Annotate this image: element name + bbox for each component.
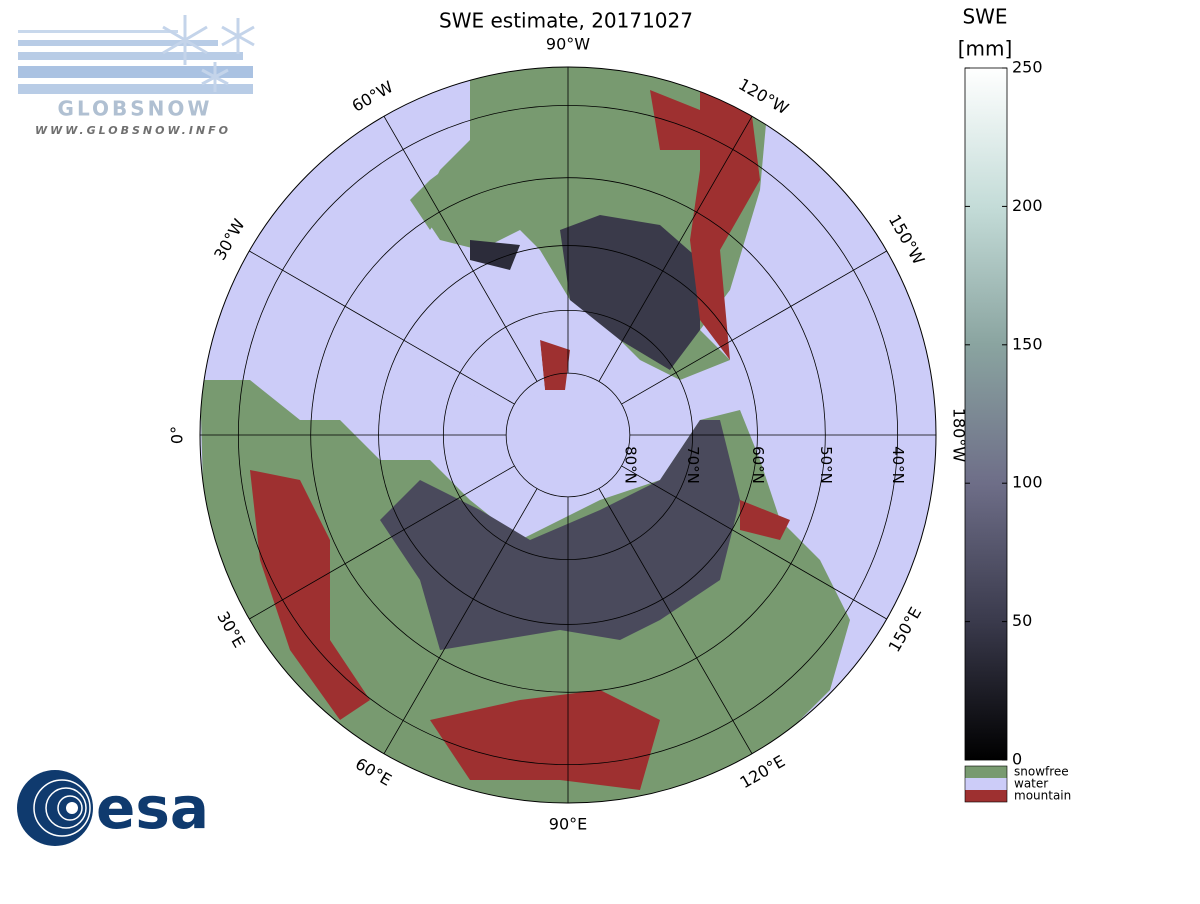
mountain — [250, 470, 370, 720]
globsnow-text: GLOBSNOW — [58, 97, 213, 121]
colorbar-tick-label: 250 — [1012, 58, 1043, 77]
longitude-label: 90°W — [546, 35, 590, 54]
globsnow-url: WWW.GLOBSNOW.INFO — [35, 124, 231, 137]
legend-swatch — [965, 790, 1007, 802]
mountain — [740, 500, 790, 540]
longitude-label: 30°E — [213, 608, 249, 651]
latitude-label: 50°N — [817, 446, 835, 484]
legend-label: mountain — [1014, 789, 1071, 803]
meridian — [249, 250, 515, 405]
longitude-label: 60°E — [352, 754, 395, 790]
globsnow-logo: GLOBSNOW WWW.GLOBSNOW.INFO — [18, 15, 255, 137]
mountain — [650, 90, 700, 150]
colorbar-tick-label: 200 — [1012, 196, 1043, 215]
snow-cover — [380, 420, 740, 650]
colorbar-unit: [mm] — [958, 37, 1013, 61]
title: SWE estimate, 20171027 — [439, 9, 693, 33]
colorbar-tick-label: 150 — [1012, 334, 1043, 353]
meridian — [249, 465, 515, 620]
colorbar-label: SWE — [962, 5, 1007, 29]
land-snowfree — [410, 150, 480, 230]
meridian — [383, 488, 538, 754]
legend-label: water — [1014, 777, 1048, 791]
longitude-label: 180°W — [950, 408, 969, 463]
legend-label: snowfree — [1014, 765, 1069, 779]
colorbar: SWE [mm] 0 50 100 150 200 250 snowfreewatermount… — [958, 5, 1072, 803]
land-layer — [200, 67, 850, 803]
colorbar-tick-label: 100 — [1012, 473, 1043, 492]
meridian — [621, 465, 887, 620]
longitude-label: 30°W — [210, 215, 249, 263]
esa-text: esa — [96, 774, 209, 842]
colorbar-ramp — [964, 67, 1008, 761]
latitude-label: 80°N — [621, 446, 639, 484]
legend-swatch — [965, 778, 1007, 790]
meridian — [621, 250, 887, 405]
greenland — [430, 300, 545, 410]
map-border — [199, 66, 937, 804]
legend-swatch — [965, 766, 1007, 778]
meridian — [598, 488, 753, 754]
map: 80°N 70°N 60°N 50°N 40°N 90°W 60°W 30°W 0° 30°E 60… — [168, 35, 969, 834]
longitude-label: 0° — [168, 426, 187, 444]
meridian — [598, 116, 753, 382]
mountain — [540, 340, 570, 390]
colorbar-tick-label: 0 — [1012, 750, 1022, 769]
snow-cover — [560, 215, 700, 370]
longitude-label: 60°W — [349, 77, 397, 116]
esa-logo: esa — [17, 770, 209, 846]
snow-cover — [470, 240, 520, 270]
meridian — [383, 116, 538, 382]
latitude-label: 40°N — [889, 446, 907, 484]
colorbar-tick-label: 50 — [1012, 611, 1032, 630]
latitude-label: 70°N — [684, 446, 702, 484]
legend-border — [964, 765, 1008, 803]
longitude-label: 90°E — [549, 815, 587, 834]
mountain — [430, 690, 660, 790]
mountain — [690, 90, 760, 360]
latitude-label: 60°N — [749, 446, 767, 484]
